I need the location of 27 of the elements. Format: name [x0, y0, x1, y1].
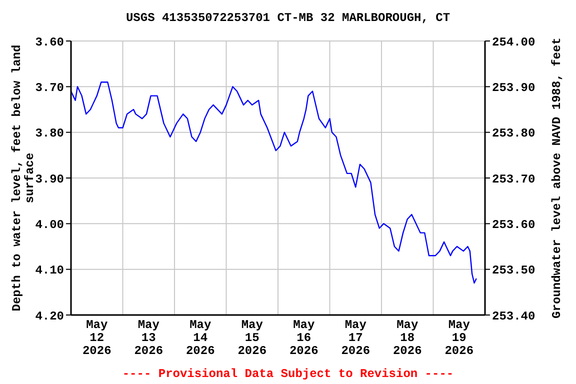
chart-title: USGS 413535072253701 CT-MB 32 MARLBOROUGH, CT — [124, 11, 452, 25]
y-tick-label: 4.20 — [35, 309, 64, 324]
y2-tick-label: 254.00 — [492, 35, 536, 50]
y2-tick-label: 253.70 — [492, 172, 536, 186]
x-tick-label: May 18 2026 — [392, 318, 422, 358]
y-tick-label: 4.00 — [35, 218, 64, 232]
y2-tick-label: 253.40 — [492, 309, 536, 324]
y-tick-label: 3.90 — [35, 172, 64, 186]
y-axis-title: Depth to water level, feet below land surface — [10, 44, 37, 312]
y2-tick-label: 253.50 — [492, 264, 536, 278]
x-tick-label: May 13 2026 — [134, 318, 164, 358]
y-tick-label: 3.70 — [35, 80, 64, 95]
x-tick-label: May 19 2026 — [444, 318, 474, 358]
text: ---- Provisional Data Subject to Revision ---- — [121, 367, 455, 381]
y2-tick-label: 253.60 — [492, 218, 536, 232]
x-tick-label: May 17 2026 — [341, 318, 370, 358]
x-tick-label: May 14 2026 — [186, 318, 215, 358]
y-tick-label: 3.60 — [35, 35, 64, 50]
x-tick-label: May 16 2026 — [289, 318, 318, 358]
x-tick-label: May 12 2026 — [82, 318, 112, 358]
line-series — [71, 82, 477, 284]
y2-axis-title: Groundwater level above NAVD 1988, feet — [550, 36, 565, 320]
x-tick-label: May 15 2026 — [238, 318, 267, 358]
y-tick-label: 3.80 — [35, 126, 64, 141]
y2-tick-label: 253.90 — [492, 80, 536, 95]
y-tick-label: 4.10 — [35, 264, 64, 278]
y2-tick-label: 253.80 — [492, 126, 536, 141]
